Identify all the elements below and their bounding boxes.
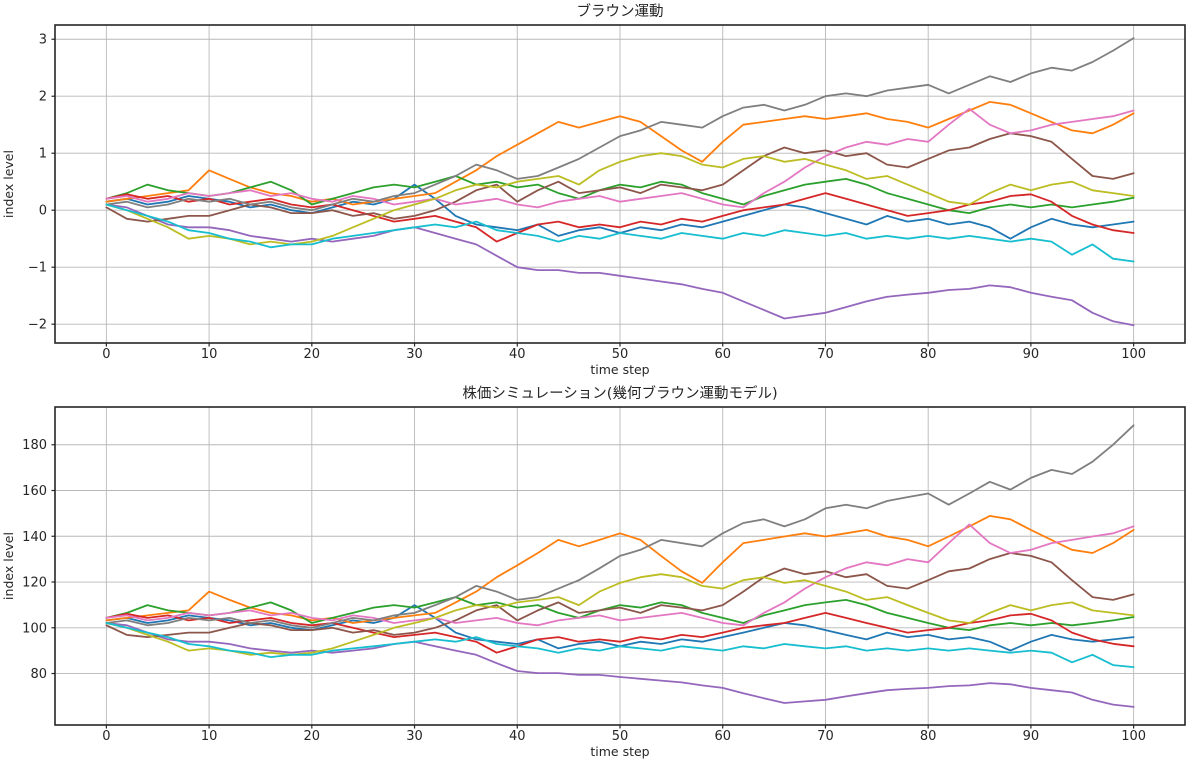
x-tick-label: 40 [509,729,526,744]
series-path-7 [105,107,1135,209]
series-path-3 [105,596,1135,632]
x-tick-label: 0 [102,347,110,362]
y-tick-label: 160 [22,484,47,499]
x-tick-label: 90 [1023,729,1040,744]
y-tick-label: 140 [22,530,47,545]
x-tick-label: 0 [102,729,110,744]
y-tick-label: −1 [28,261,47,276]
x-tick-label: 70 [817,729,834,744]
x-tick-label: 100 [1121,347,1146,362]
y-tick-label: 120 [22,576,47,591]
series-path-9 [105,152,1135,246]
series-path-6 [105,552,1135,639]
series-path-9 [105,573,1135,656]
series-path-4 [105,192,1135,243]
x-tick-label: 30 [406,347,423,362]
x-tick-label: 60 [714,347,731,362]
x-tick-label: 10 [201,729,218,744]
gbm-stock-chart: 0 10 20 30 40 50 60 70 80 90 100 80 100 120 140 160 180 株… [1,384,1186,759]
y-axis-label: index level [1,150,16,218]
series-path-4 [105,611,1135,654]
y-tick-label: 2 [39,90,47,105]
y-tick-label: 80 [30,667,47,682]
x-tick-label: 20 [304,347,321,362]
x-tick-label: 80 [920,347,937,362]
x-tick-label: 20 [304,729,321,744]
gbm-stock-chart-panel: 0 10 20 30 40 50 60 70 80 90 100 80 100 120 140 160 180 株… [0,382,1200,764]
y-axis-label: index level [1,532,16,600]
y-tick-label: 100 [22,621,47,636]
series-path-8 [105,424,1135,629]
x-tick-label: 80 [920,729,937,744]
chart-title: 株価シミュレーション(幾何ブラウン運動モデル) [462,384,777,402]
series-path-8 [105,37,1135,212]
brownian-motion-chart-panel: 0 10 20 30 40 50 60 70 80 90 100 −2 −1 0 1 2 3 ブラウン運動 time… [1,2,1186,377]
x-tick-label: 30 [406,729,423,744]
series-path-3 [105,175,1135,215]
y-tick-label: 1 [39,147,47,162]
chart-title: ブラウン運動 [577,2,664,20]
series-path-10 [105,203,1135,263]
y-tick-label: 0 [39,204,47,219]
series-path-5 [105,203,1135,327]
x-axis-label: time step [590,362,649,377]
x-tick-label: 100 [1121,729,1146,744]
brownian-motion-chart: 0 10 20 30 40 50 60 70 80 90 100 −2 −1 0 1 2 3 ブラウン運動 time… [1,2,1186,377]
x-tick-label: 40 [509,347,526,362]
series-path-6 [105,132,1135,223]
x-tick-label: 10 [201,347,218,362]
series-path-5 [105,622,1135,708]
x-tick-label: 70 [817,347,834,362]
x-tick-label: 50 [612,729,629,744]
x-tick-label: 60 [714,729,731,744]
y-tick-label: −2 [28,318,47,333]
series-path-7 [105,523,1135,627]
y-tick-label: 180 [22,438,47,453]
series-path-10 [105,622,1135,669]
x-tick-label: 90 [1023,347,1040,362]
x-tick-label: 50 [612,347,629,362]
x-axis-label: time step [590,744,649,759]
y-tick-label: 3 [39,33,47,48]
